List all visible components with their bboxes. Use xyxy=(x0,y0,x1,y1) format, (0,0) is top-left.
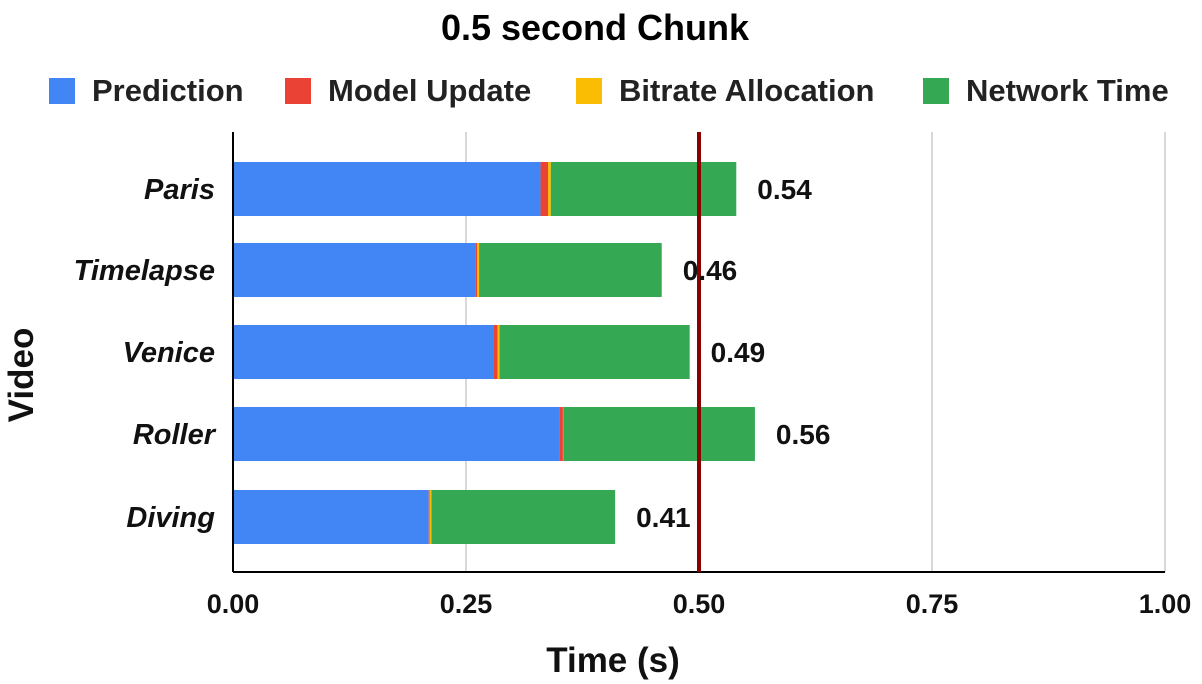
x-tick-label-0.25: 0.25 xyxy=(440,589,493,619)
legend-label-bitrate-allocation: Bitrate Allocation xyxy=(619,73,875,108)
category-label-paris: Paris xyxy=(144,174,215,206)
legend-swatch-model-update xyxy=(285,78,311,104)
category-label-venice: Venice xyxy=(123,337,215,369)
x-axis-title: Time (s) xyxy=(546,641,680,680)
category-label-timelapse: Timelapse xyxy=(74,255,215,287)
x-tick-label-0.00: 0.00 xyxy=(207,589,260,619)
bar-diving-bitrate-allocation xyxy=(429,490,432,544)
bar-timelapse-prediction xyxy=(233,243,476,297)
bars xyxy=(233,162,755,544)
bar-timelapse-model-update xyxy=(475,243,478,297)
bar-timelapse-bitrate-allocation xyxy=(477,243,480,297)
legend-label-prediction: Prediction xyxy=(92,73,244,108)
bar-paris-prediction xyxy=(233,162,541,216)
bar-venice-prediction xyxy=(233,325,494,379)
legend-swatch-bitrate-allocation xyxy=(576,78,602,104)
bar-venice-model-update xyxy=(493,325,498,379)
bar-roller-bitrate-allocation xyxy=(562,407,564,461)
legend: Prediction Model Update Bitrate Allocation… xyxy=(49,73,1169,108)
x-tick-label-1.00: 1.00 xyxy=(1139,589,1192,619)
bar-paris-network-time xyxy=(550,162,737,216)
bar-roller-network-time xyxy=(563,407,755,461)
total-label-timelapse: 0.46 xyxy=(683,255,738,286)
x-tick-label-0.75: 0.75 xyxy=(906,589,959,619)
bar-paris-model-update xyxy=(540,162,549,216)
bar-venice-network-time xyxy=(499,325,690,379)
category-label-roller: Roller xyxy=(133,419,217,451)
legend-swatch-prediction xyxy=(49,78,75,104)
bar-roller-model-update xyxy=(559,407,563,461)
chart-title: 0.5 second Chunk xyxy=(441,7,750,48)
total-label-diving: 0.41 xyxy=(636,502,691,533)
bar-timelapse-network-time xyxy=(479,243,662,297)
bar-diving-model-update xyxy=(428,490,430,544)
bar-diving-prediction xyxy=(233,490,429,544)
bar-venice-bitrate-allocation xyxy=(497,325,500,379)
bar-roller-prediction xyxy=(233,407,560,461)
legend-swatch-network-time xyxy=(923,78,949,104)
x-tick-label-0.50: 0.50 xyxy=(673,589,726,619)
y-axis-title: Video xyxy=(2,328,41,423)
total-label-venice: 0.49 xyxy=(711,337,766,368)
total-label-roller: 0.56 xyxy=(776,419,831,450)
bar-diving-network-time xyxy=(431,490,616,544)
bar-paris-bitrate-allocation xyxy=(548,162,551,216)
legend-label-network-time: Network Time xyxy=(966,73,1169,108)
category-label-diving: Diving xyxy=(126,502,215,534)
total-label-paris: 0.54 xyxy=(757,174,812,205)
labels: Paris Timelapse Venice Roller Diving 0.00 0.25… xyxy=(74,174,1192,619)
legend-label-model-update: Model Update xyxy=(328,73,531,108)
